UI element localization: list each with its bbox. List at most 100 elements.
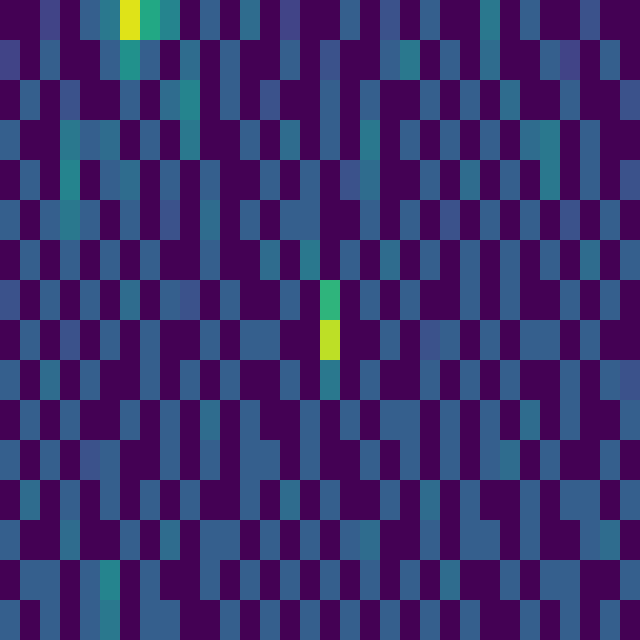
heatmap-cell: [580, 80, 601, 121]
heatmap-cell: [620, 160, 640, 201]
heatmap-cell: [280, 120, 301, 161]
heatmap-cell: [0, 400, 21, 441]
heatmap-cell: [440, 80, 461, 121]
heatmap-cell: [20, 240, 41, 281]
heatmap-cell: [80, 40, 101, 81]
heatmap-cell: [100, 40, 121, 81]
heatmap-cell: [500, 520, 521, 561]
heatmap-cell: [380, 40, 401, 81]
heatmap-cell: [200, 600, 221, 640]
heatmap-cell: [560, 280, 581, 321]
heatmap-cell: [240, 280, 261, 321]
heatmap-cell: [340, 560, 361, 601]
heatmap-cell: [460, 400, 481, 441]
heatmap-cell: [420, 320, 441, 361]
heatmap-cell: [460, 600, 481, 640]
heatmap-cell: [40, 440, 61, 481]
heatmap-cell: [180, 80, 201, 121]
heatmap-cell: [380, 440, 401, 481]
heatmap-cell: [280, 80, 301, 121]
heatmap-cell: [20, 80, 41, 121]
heatmap-cell: [420, 200, 441, 241]
heatmap-cell: [120, 160, 141, 201]
heatmap-cell: [480, 200, 501, 241]
heatmap-cell: [580, 480, 601, 521]
heatmap-cell: [420, 360, 441, 401]
heatmap-cell: [460, 160, 481, 201]
heatmap-cell: [320, 0, 341, 41]
heatmap-cell: [440, 320, 461, 361]
heatmap-cell: [420, 160, 441, 201]
heatmap-cell: [520, 240, 541, 281]
heatmap-cell: [620, 80, 640, 121]
heatmap-cell: [180, 400, 201, 441]
heatmap-cell: [440, 40, 461, 81]
heatmap-cell: [480, 40, 501, 81]
heatmap-cell: [0, 40, 21, 81]
heatmap-cell: [380, 520, 401, 561]
heatmap-cell: [280, 200, 301, 241]
heatmap-cell: [500, 40, 521, 81]
heatmap-cell: [600, 600, 621, 640]
heatmap-cell: [20, 440, 41, 481]
heatmap-cell: [200, 280, 221, 321]
heatmap-cell: [240, 520, 261, 561]
heatmap-cell: [500, 280, 521, 321]
heatmap-cell: [20, 400, 41, 441]
heatmap-cell: [600, 560, 621, 601]
heatmap-cell: [520, 480, 541, 521]
heatmap-cell: [100, 160, 121, 201]
heatmap-cell: [540, 400, 561, 441]
heatmap-cell: [580, 240, 601, 281]
heatmap-cell: [480, 120, 501, 161]
heatmap-cell: [100, 560, 121, 601]
heatmap-cell: [600, 200, 621, 241]
heatmap-cell: [140, 600, 161, 640]
heatmap-cell: [560, 400, 581, 441]
heatmap-cell: [40, 200, 61, 241]
heatmap-cell: [260, 0, 281, 41]
heatmap-cell: [140, 360, 161, 401]
heatmap-cell: [220, 560, 241, 601]
heatmap-cell: [300, 280, 321, 321]
heatmap-cell: [20, 600, 41, 640]
heatmap-cell: [40, 160, 61, 201]
heatmap-cell: [400, 520, 421, 561]
heatmap-cell: [100, 200, 121, 241]
heatmap-cell: [60, 120, 81, 161]
heatmap-cell: [420, 280, 441, 321]
heatmap-cell: [460, 80, 481, 121]
heatmap-cell: [60, 160, 81, 201]
heatmap-cell: [160, 600, 181, 640]
heatmap-cell: [380, 200, 401, 241]
heatmap-cell: [580, 320, 601, 361]
heatmap-cell: [360, 120, 381, 161]
heatmap-cell: [100, 360, 121, 401]
heatmap-cell: [340, 440, 361, 481]
heatmap-cell: [220, 80, 241, 121]
heatmap-cell: [280, 400, 301, 441]
heatmap-cell: [200, 480, 221, 521]
heatmap-cell: [460, 320, 481, 361]
heatmap-cell: [120, 560, 141, 601]
heatmap-cell: [320, 240, 341, 281]
heatmap-cell: [100, 400, 121, 441]
heatmap-cell: [320, 600, 341, 640]
heatmap-cell: [0, 120, 21, 161]
heatmap-cell: [480, 600, 501, 640]
heatmap-cell: [520, 400, 541, 441]
heatmap-cell: [0, 280, 21, 321]
heatmap-cell: [160, 280, 181, 321]
heatmap-cell: [420, 240, 441, 281]
heatmap-cell: [40, 400, 61, 441]
heatmap-cell: [540, 320, 561, 361]
heatmap-cell: [380, 480, 401, 521]
heatmap-cell: [280, 560, 301, 601]
heatmap-cell: [80, 200, 101, 241]
heatmap-cell: [540, 120, 561, 161]
heatmap-cell: [520, 360, 541, 401]
heatmap-cell: [520, 0, 541, 41]
heatmap-cell: [320, 440, 341, 481]
heatmap-cell: [80, 440, 101, 481]
heatmap-cell: [220, 360, 241, 401]
